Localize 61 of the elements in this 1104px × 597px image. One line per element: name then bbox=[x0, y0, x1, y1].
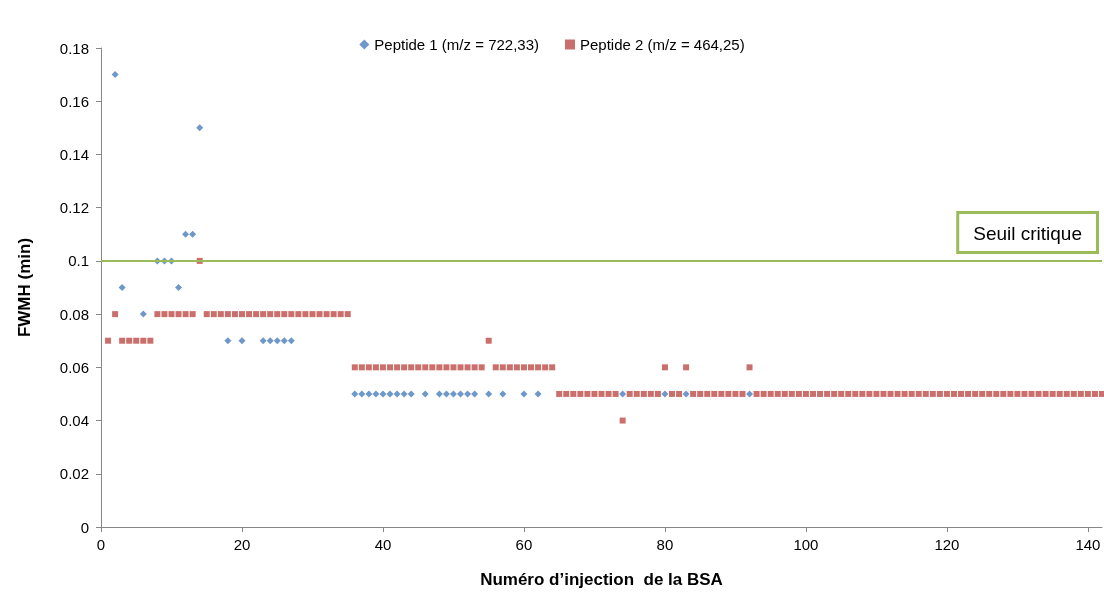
x-tick-label: 140 bbox=[1075, 536, 1101, 553]
y-tick-label: 0.16 bbox=[59, 92, 89, 110]
y-tick-label: 0.02 bbox=[59, 465, 89, 483]
point bbox=[619, 390, 627, 398]
point bbox=[118, 284, 126, 291]
point bbox=[471, 390, 479, 398]
point bbox=[457, 390, 465, 398]
point bbox=[139, 310, 147, 318]
x-tick-label: 20 bbox=[233, 536, 251, 553]
x-tick-label: 80 bbox=[656, 536, 674, 553]
point bbox=[287, 337, 295, 345]
point bbox=[266, 337, 274, 345]
point bbox=[358, 390, 366, 398]
point bbox=[661, 390, 669, 398]
point bbox=[182, 230, 190, 238]
legend-label: Peptide 1 (m/z = 722,33) bbox=[374, 36, 540, 53]
point bbox=[534, 390, 542, 398]
point bbox=[464, 390, 472, 398]
point bbox=[442, 390, 450, 398]
point bbox=[746, 390, 754, 398]
point bbox=[372, 390, 380, 398]
x-tick-label: 60 bbox=[515, 536, 533, 553]
y-tick-label: 0.06 bbox=[59, 358, 89, 376]
point bbox=[499, 390, 507, 398]
point bbox=[175, 284, 183, 291]
point bbox=[682, 390, 690, 398]
point bbox=[351, 390, 359, 398]
point bbox=[280, 337, 288, 345]
point bbox=[400, 390, 408, 398]
point bbox=[435, 390, 443, 398]
y-tick-label: 0.18 bbox=[59, 39, 89, 57]
point bbox=[407, 390, 415, 398]
x-tick-label: 0 bbox=[96, 536, 106, 553]
point bbox=[238, 337, 246, 345]
y-tick-label: 0.04 bbox=[59, 412, 89, 430]
x-tick-label: 100 bbox=[793, 536, 819, 553]
point bbox=[421, 390, 429, 398]
point bbox=[449, 390, 457, 398]
y-tick-label: 0.12 bbox=[59, 199, 89, 217]
legend-label: Peptide 2 (m/z = 464,25) bbox=[580, 36, 745, 53]
y-axis-title: FWMH (min) bbox=[15, 237, 34, 338]
point bbox=[111, 71, 119, 79]
ref-line-label: Seuil critique bbox=[973, 222, 1082, 244]
point bbox=[386, 390, 394, 398]
point bbox=[485, 390, 493, 398]
y-tick-label: 0.08 bbox=[59, 305, 89, 323]
point bbox=[393, 390, 401, 398]
point bbox=[273, 337, 281, 345]
x-tick-label: 120 bbox=[934, 536, 960, 553]
x-tick-label: 40 bbox=[374, 536, 392, 553]
point bbox=[520, 390, 528, 398]
x-axis-title: Numéro d’injection de la BSA bbox=[480, 570, 723, 589]
point bbox=[189, 230, 197, 238]
point bbox=[365, 390, 373, 398]
y-tick-label: 0 bbox=[80, 518, 89, 536]
y-tick-label: 0.14 bbox=[59, 145, 89, 163]
point bbox=[259, 337, 267, 345]
point bbox=[224, 337, 232, 345]
y-tick-label: 0.1 bbox=[68, 252, 89, 270]
point bbox=[379, 390, 387, 398]
point bbox=[196, 124, 204, 132]
